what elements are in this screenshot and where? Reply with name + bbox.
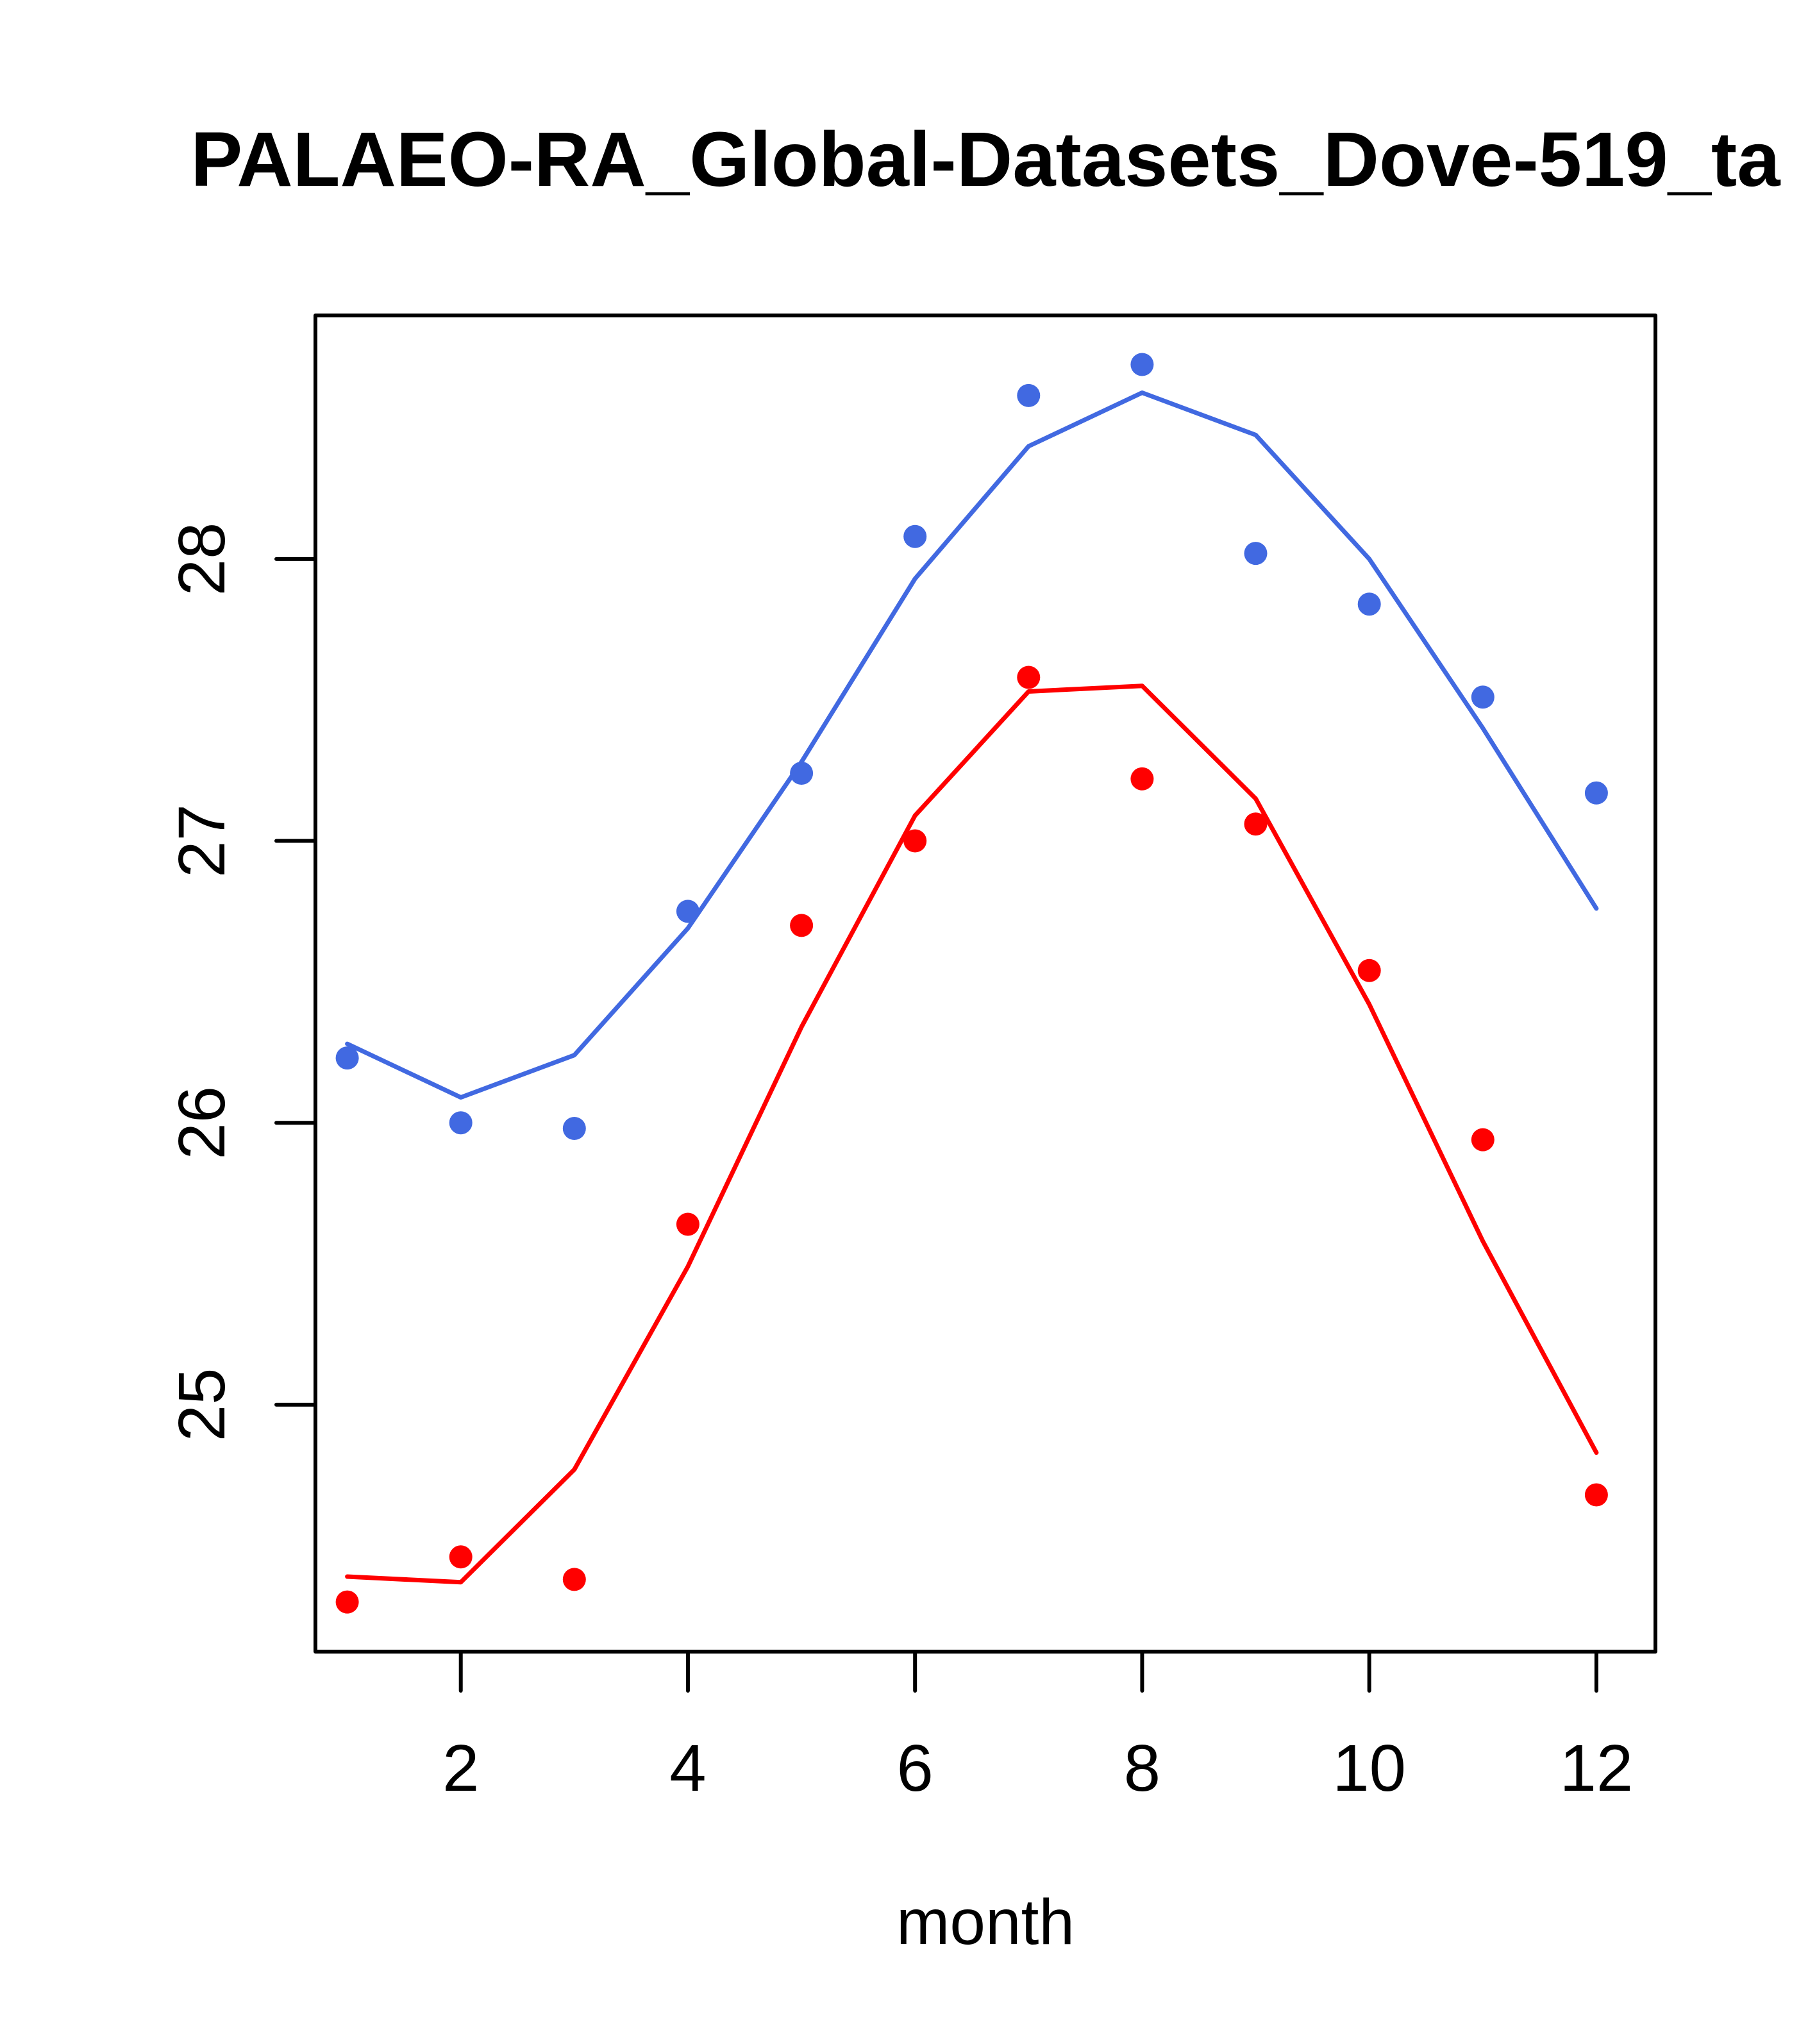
series-layer: [335, 353, 1608, 1614]
y-tick-label-28: 28: [165, 523, 239, 596]
x-tick-label-2: 2: [442, 1731, 479, 1805]
blue-point-month-3: [562, 1117, 586, 1140]
red-point-month-9: [1244, 812, 1268, 836]
x-tick-label-8: 8: [1124, 1731, 1160, 1805]
x-axis-title: month: [896, 1886, 1075, 1958]
red-point-month-8: [1130, 767, 1154, 791]
blue-point-month-12: [1584, 781, 1608, 805]
red-point-month-10: [1357, 959, 1381, 982]
red-point-month-5: [790, 914, 814, 937]
blue-point-month-4: [676, 900, 699, 923]
red-point-month-4: [676, 1212, 699, 1236]
y-axis: 25 26 27 28: [165, 523, 317, 1442]
blue-point-month-11: [1471, 685, 1495, 709]
blue-point-month-1: [335, 1046, 359, 1070]
blue-point-month-9: [1244, 542, 1268, 565]
red-point-month-6: [903, 829, 927, 853]
blue-points: [335, 353, 1608, 1140]
red-point-month-3: [562, 1568, 586, 1591]
red-points: [335, 666, 1608, 1614]
x-tick-label-12: 12: [1560, 1731, 1634, 1805]
x-axis: 2 4 6 8 10 12: [442, 1650, 1634, 1805]
x-tick-label-10: 10: [1332, 1731, 1406, 1805]
blue-line: [345, 390, 1599, 1100]
y-tick-label-27: 27: [165, 804, 239, 878]
red-point-month-2: [449, 1545, 473, 1569]
blue-point-month-2: [449, 1111, 473, 1135]
blue-point-month-10: [1357, 592, 1381, 616]
y-tick-label-25: 25: [165, 1368, 239, 1442]
chart-title: PALAEO-RA_Global-Datasets_Dove-519_ta: [190, 115, 1781, 203]
blue-point-month-8: [1130, 353, 1154, 376]
red-point-month-12: [1584, 1483, 1608, 1507]
blue-point-month-7: [1017, 383, 1041, 407]
y-tick-label-26: 26: [165, 1086, 239, 1160]
blue-point-month-5: [790, 762, 814, 785]
plot-frame: [314, 314, 1657, 1654]
red-point-month-7: [1017, 666, 1041, 689]
x-tick-label-6: 6: [897, 1731, 934, 1805]
red-point-month-11: [1471, 1128, 1495, 1152]
blue-point-month-6: [903, 524, 927, 548]
red-line: [345, 683, 1599, 1585]
x-tick-label-4: 4: [669, 1731, 706, 1805]
red-point-month-1: [335, 1590, 359, 1614]
